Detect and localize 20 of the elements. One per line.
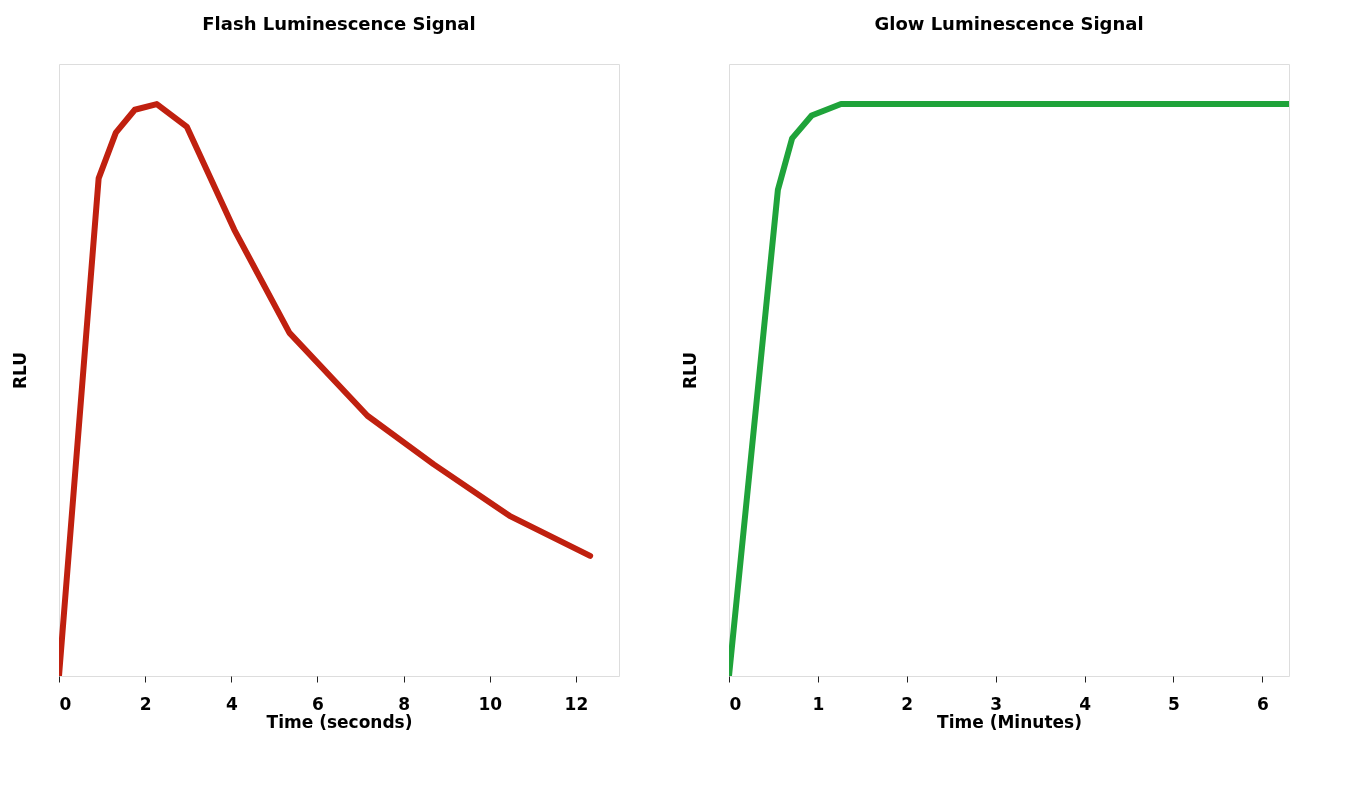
x-tick-label: 1 — [812, 693, 825, 714]
chart-title: Glow Luminescence Signal — [874, 13, 1144, 34]
x-tick-label: 0 — [59, 693, 72, 714]
chart-title: Flash Luminescence Signal — [202, 13, 476, 34]
x-axis-title: Time (seconds) — [266, 711, 413, 732]
x-tick-label: 2 — [139, 693, 152, 714]
x-tick-label: 3 — [990, 693, 1003, 714]
x-tick-label: 6 — [312, 693, 324, 714]
x-tick-label: 5 — [1168, 693, 1180, 714]
x-tick-label: 2 — [901, 693, 914, 714]
x-tick-label: 0 — [729, 693, 742, 714]
x-tick-label: 12 — [564, 693, 589, 714]
x-tick-label: 4 — [225, 693, 238, 714]
x-axis-title: Time (Minutes) — [937, 711, 1082, 732]
y-axis-title: RLU — [9, 351, 30, 390]
x-tick-label: 4 — [1079, 693, 1092, 714]
x-tick-label: 8 — [398, 693, 411, 714]
x-tick-label: 6 — [1256, 693, 1269, 714]
x-tick-label: 10 — [478, 693, 503, 714]
y-axis-title: RLU — [679, 351, 700, 390]
